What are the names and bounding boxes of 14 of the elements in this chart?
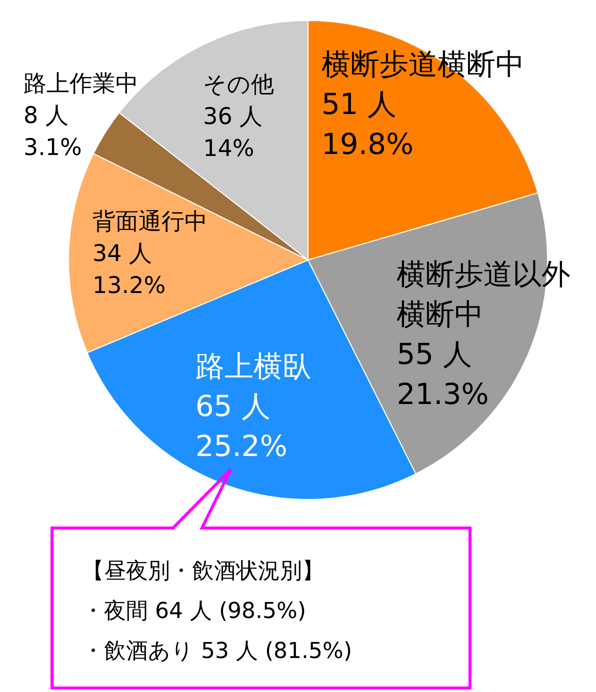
data-label: 51 人 19.8% (321, 87, 414, 162)
data-label: 8 人 3.1% (23, 103, 82, 162)
data-label: 34 人 13.2% (92, 240, 166, 299)
slice-label: 路上作業中 (23, 71, 138, 98)
text: ・飲酒あり 53 人 (81.5%) (82, 638, 352, 666)
data-label: 36 人 14% (203, 104, 263, 162)
slice-label: 背面通行中 (92, 208, 208, 235)
slice-label: 横断歩道以外横断中 (396, 256, 571, 331)
data-label: 65 人 25.2% (195, 388, 288, 463)
text: ・夜間 64 人 (98.5%) (82, 598, 306, 626)
slice-label: 路上横臥 (195, 348, 312, 383)
text: 【昼夜別・飲酒状況別】 (82, 559, 324, 584)
slice-label: その他 (203, 72, 274, 98)
data-label: 55 人 21.3% (396, 336, 489, 411)
